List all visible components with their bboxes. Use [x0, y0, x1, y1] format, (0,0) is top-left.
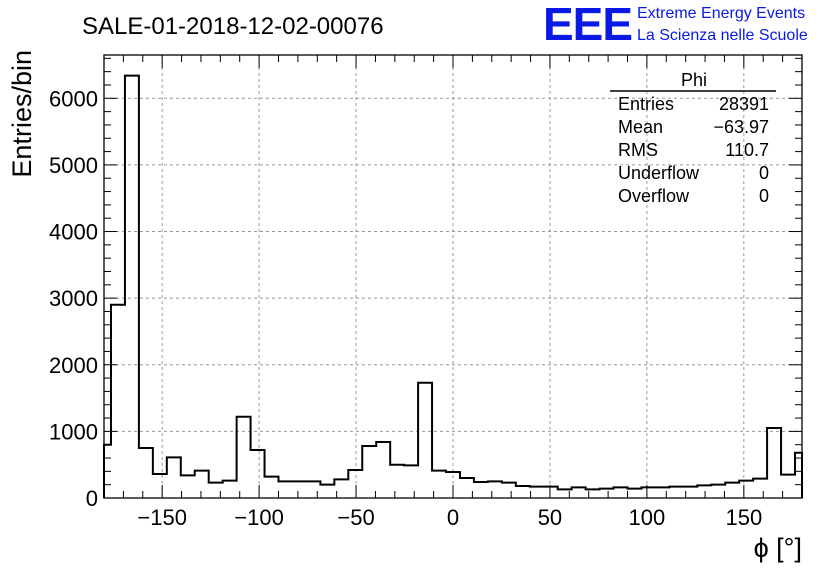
stats-box-title: Phi [681, 70, 707, 90]
histogram-bin [418, 383, 432, 498]
histogram-bin [474, 482, 488, 498]
histogram-bin [711, 485, 725, 498]
y-tick-label: 6000 [49, 86, 98, 111]
histogram-line [103, 74, 803, 498]
logo-mark: EEE [543, 0, 632, 50]
histogram-bin [544, 487, 558, 498]
histogram-bin [223, 481, 237, 498]
histogram-bin [614, 487, 628, 498]
histogram [103, 74, 803, 498]
histogram-bin [111, 305, 125, 498]
stats-value: 0 [759, 186, 769, 206]
histogram-bin [641, 487, 655, 498]
histogram-bin [376, 442, 390, 498]
x-tick-label: 150 [725, 505, 762, 530]
histogram-bin [572, 487, 586, 498]
y-tick-label: 1000 [49, 419, 98, 444]
logo-line-2: La Scienza nelle Scuole [637, 27, 808, 44]
histogram-bin [181, 475, 195, 498]
histogram-bin [432, 471, 446, 498]
stats-box: Phi Entries 28391 Mean −63.97 RMS 110.7 Underf… [610, 70, 776, 206]
histogram-bin [669, 487, 683, 498]
histogram-bin [320, 485, 334, 498]
histogram-bin [139, 448, 153, 498]
x-tick-label: 50 [538, 505, 562, 530]
histogram-bin [404, 465, 418, 498]
histogram-bin [586, 489, 600, 498]
histogram-bin [488, 481, 502, 498]
histogram-bin [292, 481, 306, 498]
histogram-bin [195, 471, 209, 498]
stats-value: 28391 [719, 94, 769, 114]
histogram-bin [725, 483, 739, 498]
logo: EEE Extreme Energy Events La Scienza nel… [543, 0, 808, 50]
histogram-bin [739, 481, 753, 498]
logo-line-1: Extreme Energy Events [637, 5, 805, 22]
histogram-bin [781, 475, 795, 498]
histogram-bin [306, 481, 320, 498]
histogram-bin [460, 478, 474, 498]
histogram-bin [697, 485, 711, 498]
x-tick-label: −50 [337, 505, 374, 530]
histogram-bin [628, 489, 642, 498]
histogram-bin [767, 428, 781, 498]
histogram-bin [279, 481, 293, 498]
histogram-bin [600, 489, 614, 498]
histogram-bin [362, 446, 376, 498]
x-tick-label: 100 [629, 505, 666, 530]
y-tick-label: 5000 [49, 153, 98, 178]
x-tick-label: −150 [137, 505, 187, 530]
histogram-bin [390, 465, 404, 498]
stats-value: −63.97 [713, 117, 769, 137]
stats-label: Entries [618, 94, 674, 114]
histogram-bin [502, 483, 516, 498]
x-tick-label: −100 [234, 505, 284, 530]
stats-label: Underflow [618, 163, 700, 183]
histogram-bin [153, 474, 167, 498]
histogram-bin [167, 457, 181, 498]
histogram-bin [237, 417, 251, 498]
stats-label: RMS [618, 140, 658, 160]
histogram-bin [753, 479, 767, 498]
histogram-bin [530, 487, 544, 498]
histogram-bin [125, 76, 139, 498]
y-axis-title: Entries/bin [7, 50, 37, 178]
y-tick-label: 2000 [49, 353, 98, 378]
histogram-bin [251, 450, 265, 498]
y-tick-label: 3000 [49, 286, 98, 311]
x-axis-title: ϕ [°] [754, 533, 802, 563]
y-tick-label: 4000 [49, 220, 98, 245]
stats-label: Mean [618, 117, 663, 137]
tick-labels: −150 −100 −50 0 50 100 150 0 1000 2000 3000 4000 500… [49, 86, 762, 530]
axis-ticks [103, 55, 803, 499]
histogram-bin [516, 486, 530, 498]
stats-rows: Entries 28391 Mean −63.97 RMS 110.7 Underflow 0… [618, 94, 769, 206]
y-tick-label: 0 [86, 486, 98, 511]
x-tick-label: 0 [447, 505, 459, 530]
stats-value: 110.7 [725, 140, 769, 160]
chart-title: SALE-01-2018-12-02-00076 [82, 13, 384, 40]
stats-label: Overflow [618, 186, 690, 206]
histogram-bin [265, 477, 279, 498]
stats-value: 0 [759, 163, 769, 183]
histogram-bin [655, 487, 669, 498]
histogram-bin [348, 470, 362, 498]
grid [104, 55, 802, 498]
histogram-bin [795, 453, 802, 498]
